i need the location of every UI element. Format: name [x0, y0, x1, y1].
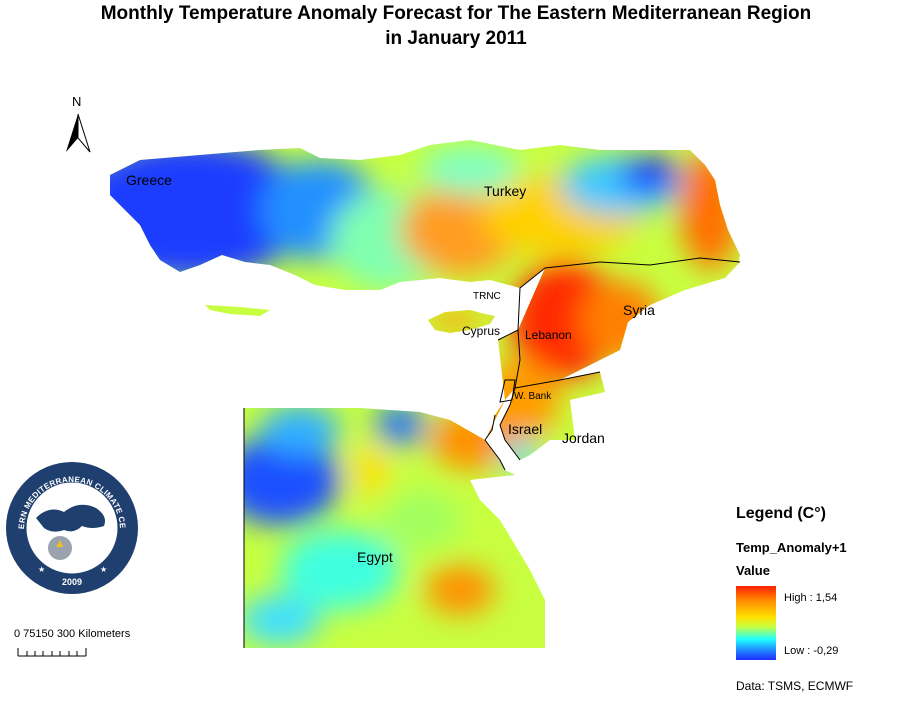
label-syria: Syria — [623, 302, 655, 318]
north-letter: N — [72, 94, 82, 109]
country-borders — [243, 257, 741, 648]
logo-star-icon: ★ — [38, 565, 45, 574]
logo-year: 2009 — [62, 577, 82, 587]
label-trnc: TRNC — [473, 291, 501, 302]
legend-low-label: Low : -0,29 — [784, 645, 839, 657]
data-credit: Data: TSMS, ECMWF — [736, 679, 854, 693]
map-title-line1: Monthly Temperature Anomaly Forecast for… — [100, 3, 812, 24]
map-title-line2: in January 2011 — [385, 28, 527, 49]
temperature-field — [110, 140, 740, 648]
label-west-bank: W. Bank — [514, 391, 552, 402]
logo-star-icon: ★ — [100, 565, 107, 574]
legend-high-label: High : 1,54 — [784, 592, 838, 604]
logo-region-shape — [36, 504, 105, 532]
legend-value-label: Value — [736, 563, 770, 578]
label-cyprus: Cyprus — [462, 324, 501, 338]
emcc-logo: EASTERN MEDITERRANEAN CLIMATE CENTRE 200… — [4, 460, 138, 594]
label-greece: Greece — [126, 172, 172, 188]
legend-color-ramp — [736, 586, 776, 660]
label-turkey: Turkey — [484, 183, 527, 199]
label-egypt: Egypt — [357, 549, 393, 565]
logo-globe-icon — [48, 536, 72, 560]
label-lebanon: Lebanon — [525, 328, 572, 342]
label-jordan: Jordan — [562, 430, 605, 446]
north-arrow-icon — [66, 113, 91, 153]
scale-bar-ticks — [17, 648, 87, 657]
scale-bar-label: 0 75150 300 Kilometers — [14, 628, 131, 640]
label-israel: Israel — [508, 421, 543, 437]
legend-layer-name: Temp_Anomaly+1 — [736, 540, 847, 555]
legend-heading: Legend (C°) — [736, 505, 826, 522]
